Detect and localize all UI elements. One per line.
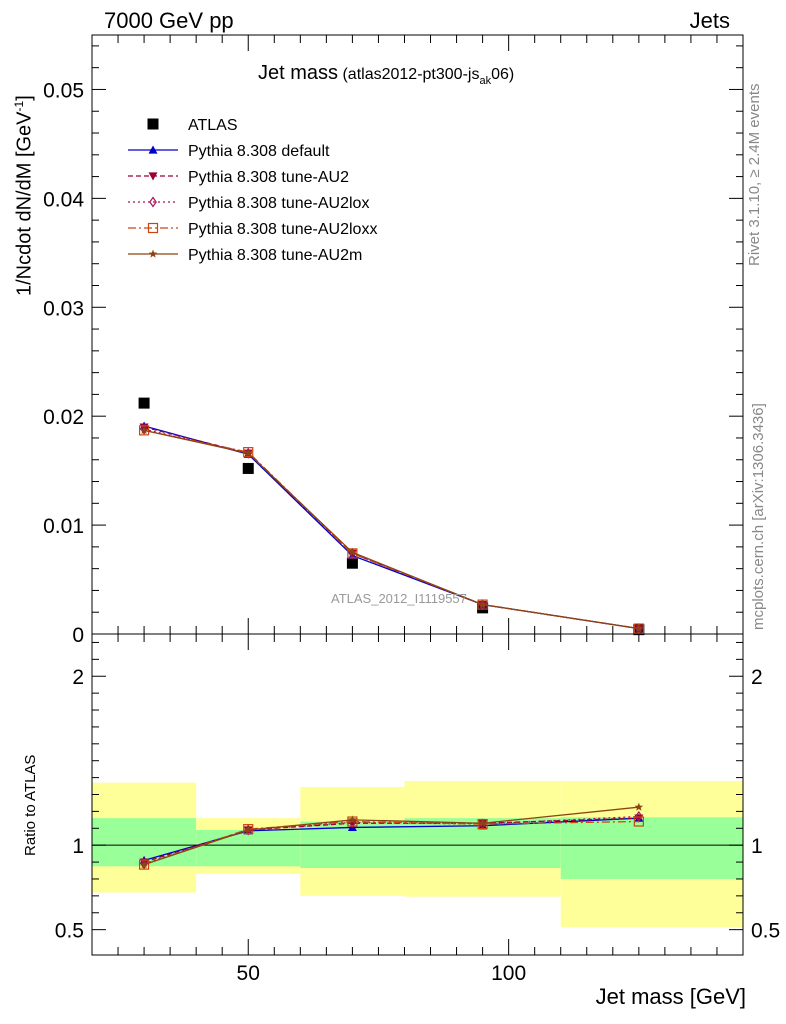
x-tick-label: 50 [237, 962, 260, 985]
ratio-band-inner-1 [196, 829, 301, 867]
axes: 0 0.01 0.02 0.03 0.04 0.05 50 100 0.5 0.5 1 1 2 2 [43, 34, 780, 985]
main-point-AU2m-3 [478, 600, 487, 609]
ratio-y-tick-label-right: 1 [751, 835, 763, 858]
ratio-band-inner-4 [560, 817, 743, 879]
main-y-tick-label: 0.05 [43, 79, 84, 102]
main-y-tick-label: 0.01 [43, 515, 84, 538]
plot-title-main: Jet mass [258, 62, 339, 84]
legend-label-atlas: ATLAS [188, 117, 238, 134]
ratio-point-AU2lox-0 [140, 858, 148, 870]
main-point-AU2m-2 [348, 547, 357, 556]
y-axis-label-sup: -1 [12, 100, 26, 112]
y-axis-label-text: 1/Ncdot dN/dM [GeV [13, 111, 36, 296]
rivet-version-label: Rivet 3.1.10, ≥ 2.4M events [746, 83, 763, 267]
legend-marker-AU2loxx [147, 222, 159, 234]
legend-marker-AU2lox [149, 196, 157, 208]
main-point-AU2lox-0 [140, 423, 148, 435]
ratio-y-tick-label-left: 0.5 [55, 920, 84, 943]
ratio-point-AU2m-1 [243, 825, 253, 834]
ratio-point-AU2m-0 [139, 860, 149, 869]
header-right-label: Jets [689, 8, 730, 33]
ratio-point-AU2lox-2 [348, 816, 357, 828]
main-y-tick-label: 0.04 [43, 188, 84, 211]
legend-label-AU2loxx: Pythia 8.308 tune-AU2loxx [188, 221, 377, 238]
legend-marker-AU2m [148, 249, 158, 258]
ratio-y-tick-label-right: 2 [751, 666, 763, 689]
main-point-atlas-2 [346, 557, 358, 569]
ratio-y-tick-label-right: 0.5 [751, 920, 780, 943]
mcplots-label: mcplots.cern.ch [arXiv:1306.3436] [750, 403, 767, 630]
ratio-y-tick-label-left: 2 [72, 666, 84, 689]
ratio-point-AU2m-4 [634, 802, 644, 811]
legend-marker-atlas [147, 118, 159, 130]
ratio-y-tick-label-left: 1 [72, 835, 84, 858]
legend-marker-default [148, 145, 158, 154]
y-axis-label-close: ] [13, 95, 36, 101]
plot-title-paren-open: (atlas2012-pt300-js [338, 66, 480, 83]
legend-label-default: Pythia 8.308 default [188, 143, 330, 160]
y-axis-label-main: 1/Ncdot dN/dM [GeV-1] [12, 95, 37, 296]
plot-title: Jet mass (atlas2012-pt300-jsak06) [258, 62, 514, 87]
plot-title-paren-close: 06) [491, 66, 515, 83]
ratio-uncertainty-bands [92, 780, 743, 928]
legend-marker-AU2 [148, 172, 158, 181]
ratio-point-AU2m-3 [478, 818, 487, 827]
main-point-AU2m-1 [243, 448, 253, 457]
main-point-atlas-0 [138, 397, 150, 409]
x-tick-label: 100 [491, 962, 526, 985]
ratio-point-AU2lox-4 [634, 810, 643, 823]
header-left-label: 7000 GeV pp [104, 8, 234, 33]
main-y-tick-label: 0 [72, 624, 84, 647]
main-point-atlas-1 [242, 462, 254, 474]
legend-label-AU2: Pythia 8.308 tune-AU2 [188, 169, 349, 186]
x-axis-label: Jet mass [GeV] [595, 984, 746, 1009]
main-y-tick-label: 0.02 [43, 406, 84, 429]
ratio-point-AU2loxx-4 [633, 816, 644, 827]
analysis-watermark: ATLAS_2012_I1119557 [331, 591, 467, 606]
plot-title-sub: ak [479, 75, 492, 87]
main-point-AU2m-0 [139, 425, 149, 434]
main-y-tick-label: 0.03 [43, 297, 84, 320]
ratio-line-AU2lox [143, 815, 639, 865]
main-point-AU2lox-1 [244, 447, 253, 459]
data-series [138, 397, 645, 870]
legend-label-AU2m: Pythia 8.308 tune-AU2m [188, 247, 362, 264]
legend: ATLAS Pythia 8.308 default Pythia 8.308 tu… [128, 117, 377, 264]
y-axis-label-ratio: Ratio to ATLAS [22, 754, 39, 856]
ratio-point-AU2m-2 [348, 815, 357, 824]
legend-label-AU2lox: Pythia 8.308 tune-AU2lox [188, 195, 369, 212]
main-point-AU2m-4 [634, 624, 644, 633]
